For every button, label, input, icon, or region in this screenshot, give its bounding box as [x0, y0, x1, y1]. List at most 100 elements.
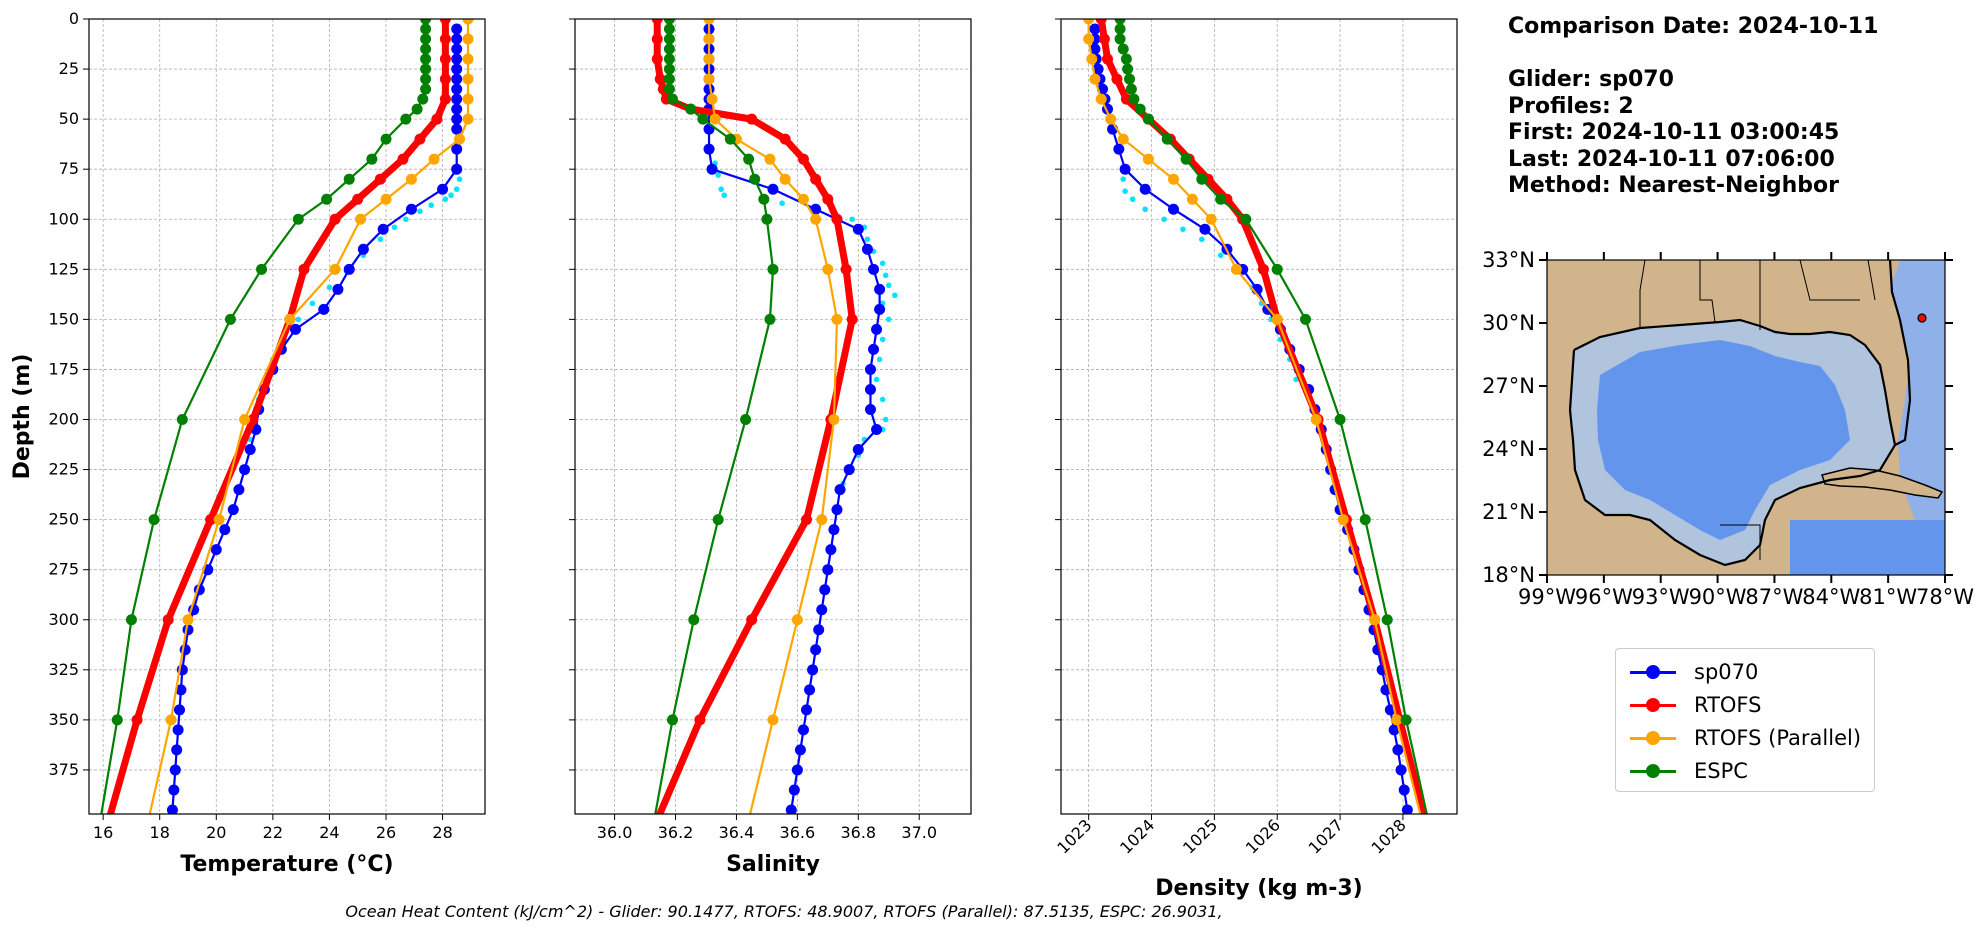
legend-label: RTOFS [1694, 692, 1762, 717]
data-point [764, 313, 776, 325]
map-cuba [1821, 467, 1944, 499]
series-group [100, 19, 474, 814]
data-point [352, 193, 364, 205]
data-point [697, 113, 709, 125]
data-point [758, 193, 770, 205]
data-point [219, 524, 231, 536]
data-point [451, 83, 463, 95]
data-point [651, 19, 663, 25]
data-point [355, 213, 367, 225]
data-point [298, 263, 310, 275]
data-point [785, 804, 797, 814]
raw-data-point [1161, 216, 1167, 223]
data-point [706, 93, 718, 105]
data-point [420, 23, 432, 35]
data-point [822, 193, 834, 205]
data-point [439, 93, 451, 105]
y-tick-label: 200 [48, 410, 79, 429]
data-point [663, 33, 675, 45]
data-point [651, 53, 663, 65]
data-point [1105, 113, 1117, 125]
data-point [168, 784, 180, 796]
data-point [244, 444, 256, 456]
data-point [343, 173, 355, 185]
data-point [454, 133, 466, 145]
raw-data-point [876, 356, 883, 363]
data-point [374, 173, 386, 185]
data-point [1113, 143, 1125, 155]
data-point [400, 113, 412, 125]
data-point [816, 604, 828, 616]
data-point [462, 73, 474, 85]
data-point [1092, 63, 1104, 75]
data-point [1168, 203, 1180, 215]
chart-panel-1: 16 18 20 22 24 26 28 0 25 50 75 100 125 150 175 200 225 2… [10, 9, 486, 877]
data-point [343, 263, 355, 275]
data-point [405, 203, 417, 215]
data-point [831, 213, 843, 225]
data-point [1186, 193, 1198, 205]
data-point [861, 243, 873, 255]
data-point [329, 263, 341, 275]
data-point [1083, 19, 1095, 25]
data-point [1134, 103, 1146, 115]
method: Method: Nearest-Neighbor [1508, 173, 1839, 198]
data-point [366, 153, 378, 165]
data-point [1230, 263, 1242, 275]
data-point [148, 514, 160, 526]
x-tick-label: 1023 [1053, 815, 1095, 857]
data-point [834, 484, 846, 496]
data-point [852, 444, 864, 456]
raw-data-point [864, 236, 871, 243]
x-tick-label: 1028 [1368, 815, 1410, 857]
data-point [1391, 714, 1403, 726]
data-point [797, 193, 809, 205]
data-point [247, 414, 259, 426]
y-tick-label: 25 [59, 59, 79, 78]
x-tick-label: 37.0 [901, 823, 937, 842]
data-point [1416, 815, 1427, 826]
data-point [1398, 784, 1410, 796]
data-point [420, 63, 432, 75]
data-point [176, 414, 188, 426]
data-point [694, 714, 706, 726]
data-point [437, 183, 449, 195]
data-point [743, 153, 755, 165]
data-point [439, 33, 451, 45]
map-lat-label: 30°N [1482, 311, 1535, 335]
data-point [822, 263, 834, 275]
y-tick-label: 350 [48, 710, 79, 729]
data-point [357, 243, 369, 255]
data-point [451, 73, 463, 85]
raw-data-point [448, 192, 454, 199]
data-point [405, 173, 417, 185]
raw-data-point [295, 316, 302, 323]
y-tick-label: 325 [48, 660, 79, 679]
data-point [1119, 163, 1131, 175]
data-point [1381, 614, 1393, 626]
data-point [451, 63, 463, 75]
data-point [329, 213, 341, 225]
map-lat-label: 27°N [1482, 374, 1535, 398]
raw-data-point [885, 316, 892, 323]
data-point [791, 764, 803, 776]
raw-data-point [779, 200, 785, 207]
data-point [169, 764, 181, 776]
y-tick-label: 50 [59, 109, 79, 128]
data-point [462, 93, 474, 105]
raw-data-point [1129, 196, 1136, 203]
legend-item-rtofs-parallel: RTOFS (Parallel) [1626, 721, 1864, 754]
data-point [1095, 19, 1107, 25]
raw-data-point [377, 236, 384, 243]
y-tick-label: 300 [48, 610, 79, 629]
data-point [846, 313, 858, 325]
data-point [462, 53, 474, 65]
data-point [746, 113, 758, 125]
legend-swatch-icon [1626, 728, 1680, 748]
data-point [1388, 724, 1400, 736]
data-point [1139, 183, 1151, 195]
data-point [1334, 414, 1346, 426]
data-point [663, 53, 675, 65]
x-tick-label: 22 [263, 823, 283, 842]
